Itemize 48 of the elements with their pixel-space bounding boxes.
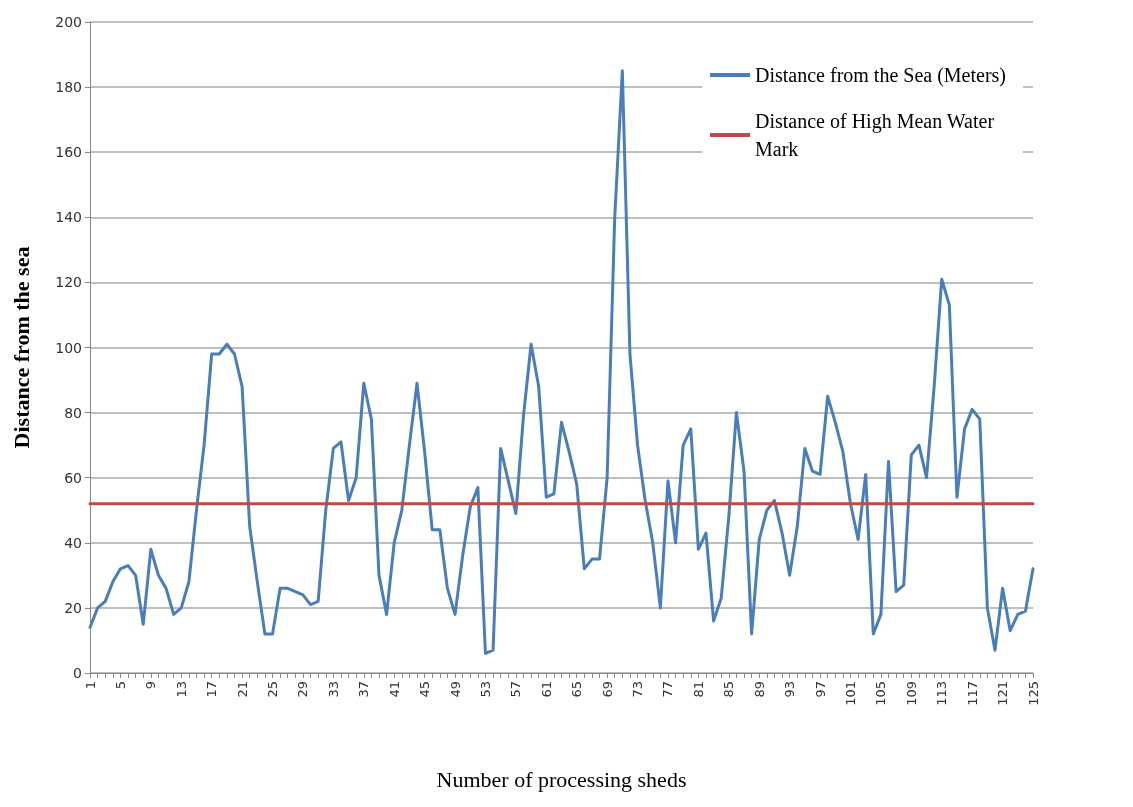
y-tick-label: 40	[64, 534, 82, 551]
x-tick-label: 17	[204, 681, 220, 698]
x-tick-label: 45	[417, 681, 433, 698]
x-tick-label: 109	[903, 681, 919, 706]
legend-label: Distance from the Sea (Meters)	[755, 64, 1007, 87]
x-tick-label: 105	[873, 681, 889, 706]
x-tick-label: 77	[660, 681, 676, 698]
x-tick-label: 33	[325, 681, 341, 698]
y-tick-label: 180	[55, 79, 82, 96]
x-tick-label: 13	[173, 681, 189, 698]
x-axis-title: Number of processing sheds	[436, 766, 687, 792]
x-tick-label: 1	[82, 681, 98, 690]
x-tick-label: 101	[842, 681, 858, 706]
x-tick-label: 125	[1025, 681, 1041, 706]
x-tick-label: 5	[112, 681, 128, 690]
x-tick-label: 9	[143, 681, 159, 690]
x-tick-label: 121	[995, 681, 1011, 706]
y-tick-label: 20	[64, 599, 82, 616]
x-tick-label: 53	[477, 681, 493, 698]
x-tick-label: 29	[295, 681, 311, 698]
x-tick-label: 113	[934, 681, 950, 706]
x-tick-label: 81	[690, 681, 706, 698]
y-tick-label: 200	[55, 14, 82, 30]
x-tick-label: 85	[721, 681, 737, 698]
x-tick-label: 69	[599, 681, 615, 698]
y-tick-label: 0	[73, 665, 82, 681]
x-tick-label: 73	[630, 681, 646, 698]
y-axis-title: Distance from the sea	[8, 246, 34, 449]
y-tick-label: 140	[55, 209, 82, 226]
y-tick-label: 80	[64, 404, 82, 421]
y-tick-label: 160	[55, 144, 82, 161]
x-tick-label: 25	[265, 681, 281, 698]
x-tick-label: 57	[508, 681, 524, 698]
x-tick-label: 37	[356, 681, 372, 698]
x-tick-label: 61	[538, 681, 554, 698]
x-tick-label: 97	[812, 681, 828, 698]
y-tick-label: 120	[55, 274, 82, 291]
y-tick-label: 60	[64, 469, 82, 486]
y-tick-label: 100	[55, 339, 82, 356]
x-tick-label: 41	[386, 681, 402, 698]
line-series	[88, 69, 1035, 655]
legend-label: Distance of High Mean Water Mark	[755, 110, 1000, 160]
x-tick-label: 21	[234, 681, 250, 698]
x-tick-label: 117	[964, 681, 980, 706]
x-tick-label: 89	[751, 681, 767, 698]
x-tick-label: 93	[782, 681, 798, 698]
x-tick-label: 49	[447, 681, 463, 698]
x-tick-label: 65	[569, 681, 585, 698]
